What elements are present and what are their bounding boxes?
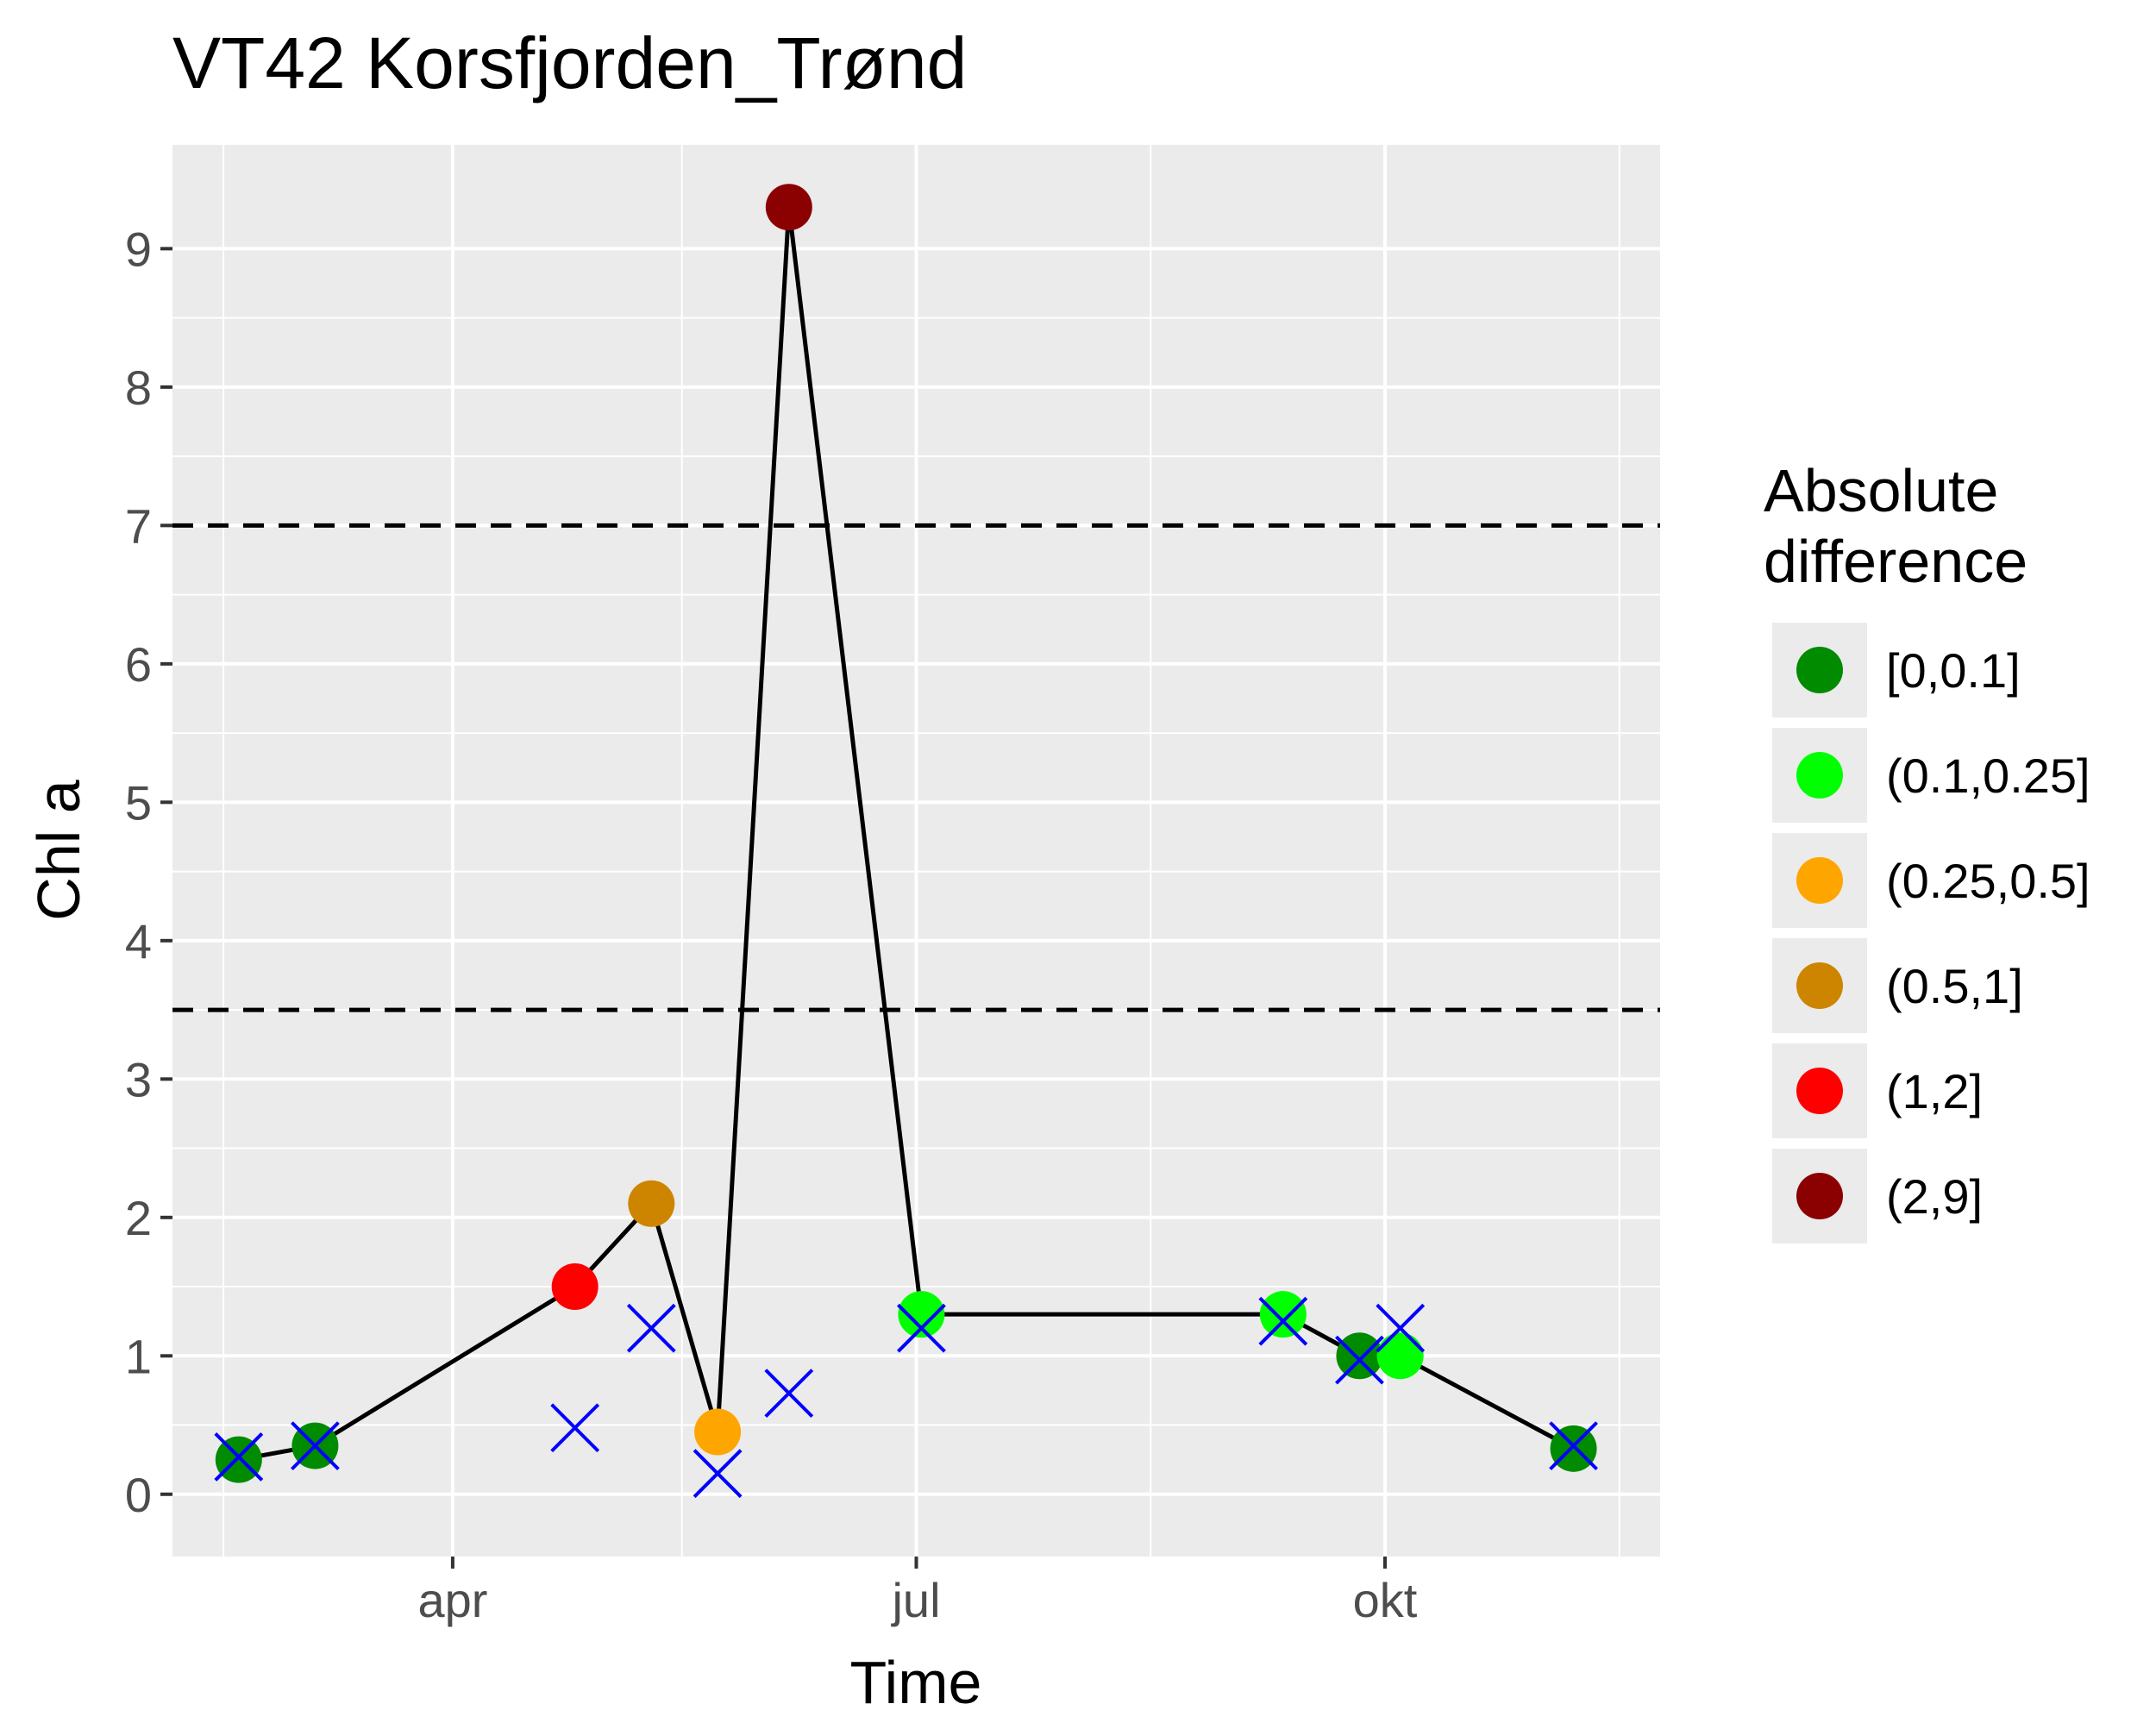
- model-point: [214, 1432, 264, 1482]
- model-point-stroke: [693, 1449, 743, 1499]
- observed-point: [898, 1291, 945, 1338]
- model-point-stroke: [1335, 1335, 1384, 1385]
- legend-swatch: [1796, 752, 1843, 799]
- legend-entry: (1,2]: [1772, 1043, 1983, 1138]
- y-tick-label: 6: [125, 637, 152, 692]
- legend-entries: [0,0.1] (0.1,0.25] (0.25,0.5] (0.5,1] (1,2] (…: [1772, 623, 2090, 1244]
- y-axis: 0 1 2 3 4 5 6 7 8 9: [125, 222, 172, 1522]
- model-point: [1376, 1303, 1426, 1353]
- legend: Absolute difference [0,0.1] (0.1,0.25] (0.…: [1764, 457, 2090, 1244]
- y-tick-label: 0: [125, 1468, 152, 1522]
- x-tick-label: okt: [1353, 1573, 1418, 1627]
- observed-point: [1376, 1332, 1424, 1380]
- x-axis: apr jul okt: [417, 1557, 1418, 1627]
- legend-label: [0,0.1]: [1886, 643, 2021, 698]
- model-point: [693, 1449, 743, 1499]
- y-tick-label: 1: [125, 1329, 152, 1383]
- observed-points: [215, 184, 1597, 1483]
- legend-entry: (2,9]: [1772, 1149, 1983, 1244]
- legend-swatch: [1796, 647, 1843, 693]
- reference-lines: [172, 523, 1660, 1012]
- x-tick-label: jul: [890, 1573, 940, 1627]
- y-tick-label: 3: [125, 1052, 152, 1106]
- model-point: [1335, 1335, 1384, 1385]
- model-point: [1549, 1421, 1598, 1471]
- model-point: [1258, 1296, 1308, 1346]
- model-point-stroke: [896, 1303, 946, 1353]
- observed-point: [765, 184, 812, 231]
- legend-swatch: [1796, 857, 1843, 904]
- legend-entry: (0.5,1]: [1772, 938, 2023, 1033]
- x-tick-label: apr: [417, 1573, 487, 1627]
- model-point: [764, 1369, 814, 1419]
- y-tick-label: 5: [125, 775, 152, 830]
- chart-title: VT42 Korsfjorden_Trønd: [172, 22, 967, 103]
- y-tick-label: 9: [125, 222, 152, 276]
- observed-point: [1550, 1425, 1597, 1472]
- y-tick-label: 8: [125, 360, 152, 415]
- legend-label: (0.25,0.5]: [1886, 854, 2090, 908]
- y-axis-title: Chl a: [25, 780, 92, 920]
- legend-entry: (0.25,0.5]: [1772, 833, 2090, 928]
- x-axis-title: Time: [850, 1649, 982, 1716]
- legend-title-line-1: Absolute: [1764, 457, 1998, 524]
- legend-label: (2,9]: [1886, 1169, 1983, 1224]
- model-point-stroke: [764, 1369, 814, 1419]
- model-point-stroke: [626, 1303, 676, 1353]
- y-tick-label: 4: [125, 914, 152, 968]
- model-points: [214, 1296, 1598, 1499]
- model-point-stroke: [290, 1421, 340, 1471]
- major-gridlines: [172, 145, 1660, 1557]
- observed-point: [551, 1263, 599, 1311]
- observed-point: [1336, 1332, 1383, 1380]
- model-point: [896, 1303, 946, 1353]
- y-tick-label: 2: [125, 1191, 152, 1245]
- legend-label: (0.5,1]: [1886, 959, 2023, 1013]
- legend-entry: [0,0.1]: [1772, 623, 2021, 717]
- legend-entry: (0.1,0.25]: [1772, 728, 2090, 823]
- legend-label: (1,2]: [1886, 1064, 1983, 1118]
- model-point-stroke: [550, 1403, 600, 1453]
- observed-point: [1259, 1291, 1307, 1338]
- y-tick-label: 7: [125, 498, 152, 553]
- legend-swatch: [1796, 1173, 1843, 1219]
- observed-point: [215, 1436, 262, 1483]
- model-point: [550, 1403, 600, 1453]
- model-point-stroke: [214, 1432, 264, 1482]
- observed-point: [694, 1408, 742, 1456]
- model-point-stroke: [1549, 1421, 1598, 1471]
- model-point-stroke: [1258, 1296, 1308, 1346]
- model-point-stroke: [1376, 1303, 1426, 1353]
- legend-swatch: [1796, 1068, 1843, 1114]
- legend-label: (0.1,0.25]: [1886, 749, 2090, 803]
- legend-title-line-2: difference: [1764, 528, 2028, 595]
- legend-swatch: [1796, 962, 1843, 1009]
- model-point: [290, 1421, 340, 1471]
- observed-point: [628, 1180, 675, 1227]
- model-point: [626, 1303, 676, 1353]
